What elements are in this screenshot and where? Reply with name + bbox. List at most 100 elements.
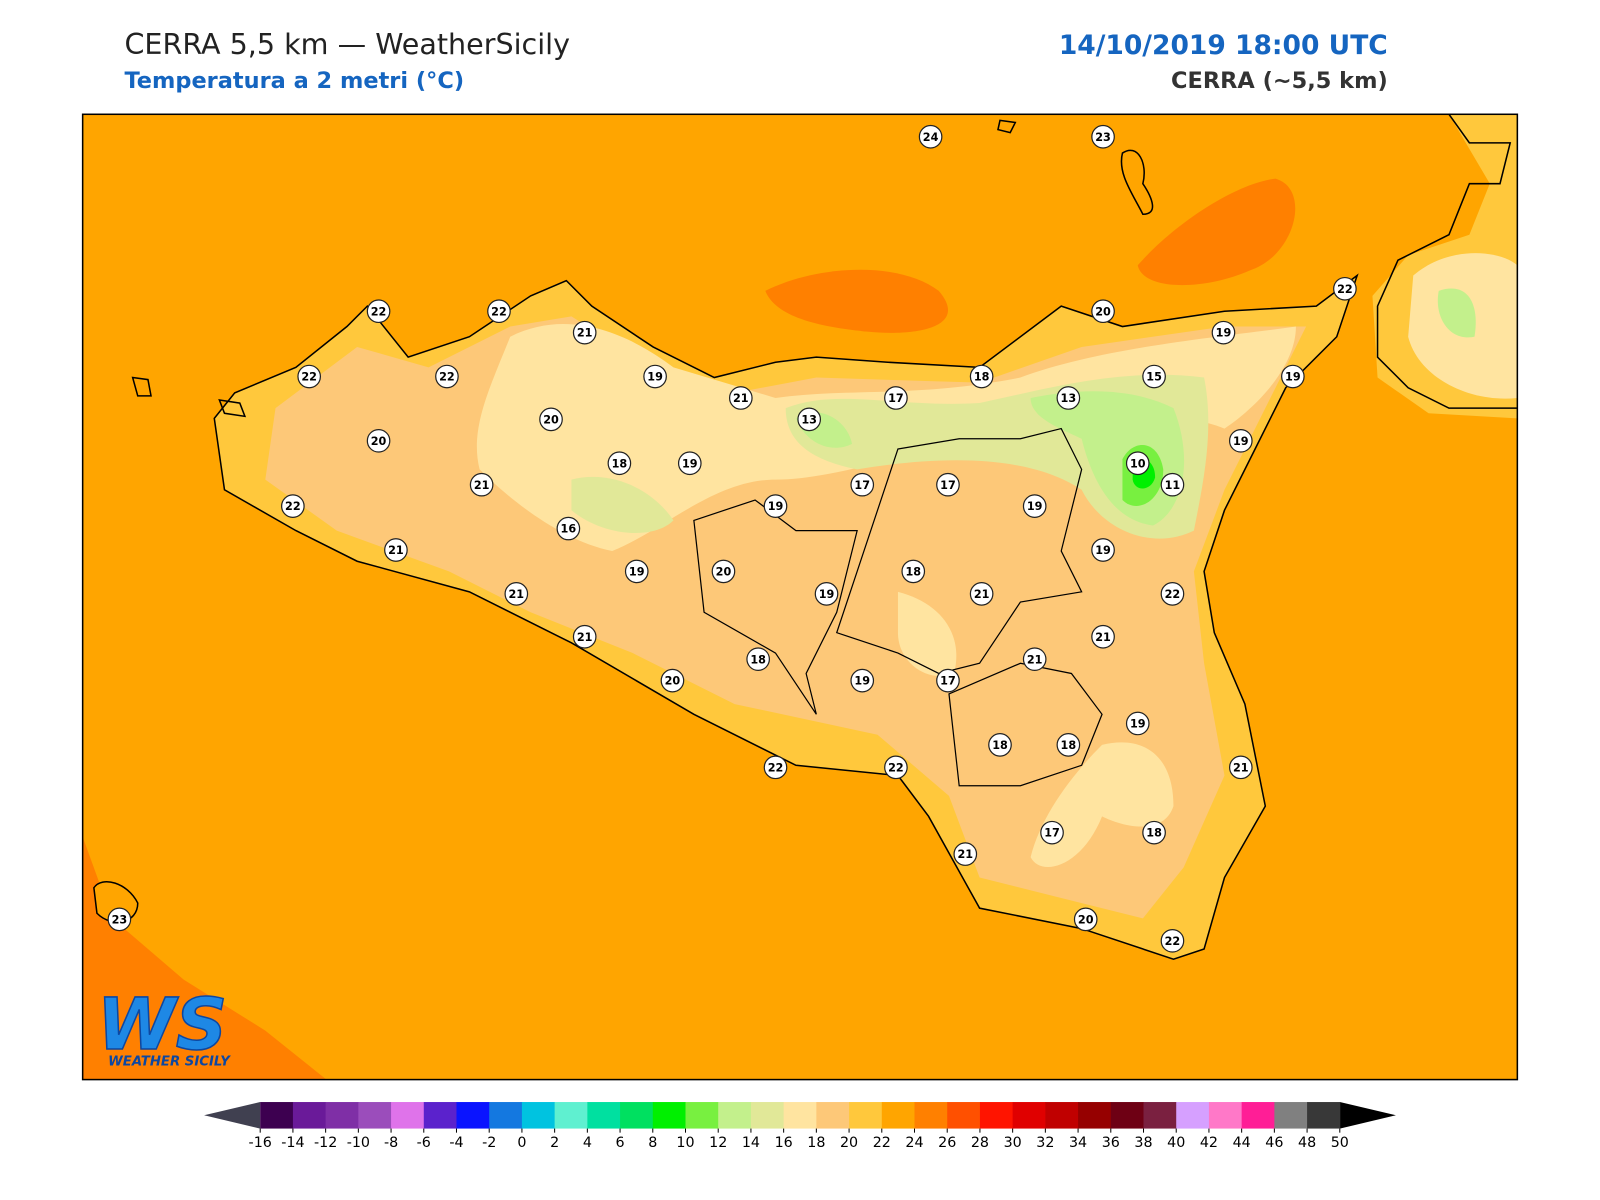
logo-mark: WS xyxy=(97,983,227,1066)
colorbar-swatch xyxy=(652,1102,687,1129)
station-marker xyxy=(1333,276,1357,301)
colorbar-swatch xyxy=(325,1102,359,1129)
station-marker xyxy=(1125,451,1150,476)
station-value: 21 xyxy=(509,588,525,601)
station-marker xyxy=(643,364,667,389)
station-marker xyxy=(1022,494,1047,518)
station-value: 20 xyxy=(1078,913,1094,926)
colorbar-tick-label: -6 xyxy=(417,1135,431,1151)
logo-text: WEATHER SICILY xyxy=(108,1054,231,1069)
station-marker xyxy=(1091,124,1115,149)
colorbar-tick-label: 34 xyxy=(1069,1135,1087,1151)
station-marker xyxy=(850,472,875,497)
colorbar-swatch xyxy=(1307,1102,1341,1129)
colorbar-tick-label: 32 xyxy=(1036,1135,1054,1151)
colorbar-swatch xyxy=(423,1102,458,1129)
station-value: 22 xyxy=(371,305,387,318)
station-value: 22 xyxy=(491,305,507,318)
station-value: 18 xyxy=(905,566,921,579)
station-value: 15 xyxy=(1146,371,1162,384)
colorbar-swatch xyxy=(1274,1102,1308,1129)
colorbar-tick-label: 20 xyxy=(840,1135,858,1151)
station-value: 21 xyxy=(733,392,749,405)
colorbar-tick-label: 4 xyxy=(583,1135,592,1151)
station-marker xyxy=(1281,364,1305,389)
station-value: 23 xyxy=(112,913,128,926)
colorbar-swatch xyxy=(783,1102,817,1129)
colorbar-under xyxy=(204,1102,261,1129)
station-marker xyxy=(746,647,770,672)
station-value: 10 xyxy=(1130,457,1146,470)
calabria-field xyxy=(1437,288,1476,338)
colorbar-tick-label: 42 xyxy=(1200,1135,1218,1151)
subtitle: Temperatura a 2 metri (°C) xyxy=(124,68,464,94)
station-marker xyxy=(572,320,597,345)
station-marker xyxy=(711,559,736,584)
colorbar-tick-label: 14 xyxy=(742,1135,760,1151)
station-marker xyxy=(953,842,978,866)
warm-area xyxy=(1137,178,1296,286)
station-value: 20 xyxy=(716,566,732,579)
station-marker xyxy=(884,755,908,780)
colorbar-swatch xyxy=(1012,1102,1046,1129)
station-marker xyxy=(607,451,632,476)
station-value: 19 xyxy=(682,457,698,470)
colorbar: -16 -14 -12 -10 -8 -6 -4 -2 0 2 4 6 8 10 12 14 16 18 20 22 2… xyxy=(204,1102,1396,1151)
colorbar-tick-label: 22 xyxy=(873,1135,891,1151)
sicily-field xyxy=(897,591,957,677)
colorbar-swatch xyxy=(914,1102,948,1129)
colorbar-tick-label: 40 xyxy=(1167,1135,1185,1151)
station-marker xyxy=(504,582,529,606)
station-value: 19 xyxy=(1233,435,1249,448)
station-marker xyxy=(469,472,494,497)
station-value: 17 xyxy=(1044,827,1060,840)
station-value: 19 xyxy=(629,566,645,579)
station-value: 18 xyxy=(992,739,1008,752)
colorbar-tick-label: 12 xyxy=(709,1135,727,1151)
station-value: 18 xyxy=(750,653,766,666)
station-value: 22 xyxy=(1165,588,1181,601)
station-marker xyxy=(1211,320,1236,345)
colorbar-over xyxy=(1339,1102,1396,1129)
station-marker xyxy=(814,582,839,606)
colorbar-swatch xyxy=(1208,1102,1243,1129)
colorbar-swatch xyxy=(587,1102,621,1129)
station-value: 19 xyxy=(768,500,784,513)
station-value: 21 xyxy=(974,588,990,601)
station-value: 21 xyxy=(577,327,593,340)
colorbar-swatch xyxy=(521,1102,556,1129)
colorbar-tick-label: -16 xyxy=(249,1135,272,1151)
colorbar-swatch xyxy=(1078,1102,1112,1129)
station-marker xyxy=(435,364,459,389)
station-marker xyxy=(988,733,1012,757)
map-field xyxy=(82,114,1518,1080)
station-value: 20 xyxy=(543,413,559,426)
station-value: 17 xyxy=(940,479,956,492)
station-marker xyxy=(850,668,875,693)
colorbar-swatch xyxy=(1143,1102,1177,1129)
island xyxy=(131,119,1154,418)
station-marker xyxy=(797,407,822,432)
station-marker xyxy=(572,624,597,649)
station-value: 22 xyxy=(888,761,904,774)
colorbar-tick-label: 26 xyxy=(938,1135,956,1151)
station-marker xyxy=(1160,582,1185,606)
colorbar-tick-label: 2 xyxy=(550,1135,559,1151)
colorbar-tick-label: -2 xyxy=(482,1135,496,1151)
station-marker xyxy=(487,299,511,324)
model-label: CERRA (~5,5 km) xyxy=(1171,68,1388,94)
colorbar-swatch xyxy=(358,1102,392,1129)
colorbar-tick-label: 16 xyxy=(775,1135,793,1151)
station-value: 17 xyxy=(888,392,904,405)
station-marker xyxy=(1056,733,1081,757)
station-marker xyxy=(1160,472,1185,497)
colorbar-swatch xyxy=(489,1102,523,1129)
station-marker xyxy=(936,668,960,693)
colorbar-swatch xyxy=(947,1102,981,1129)
station-marker xyxy=(936,472,960,497)
colorbar-tick-label: -4 xyxy=(449,1135,463,1151)
station-value: 18 xyxy=(1061,739,1077,752)
colorbar-tick-label: 44 xyxy=(1233,1135,1251,1151)
station-value: 17 xyxy=(854,479,870,492)
